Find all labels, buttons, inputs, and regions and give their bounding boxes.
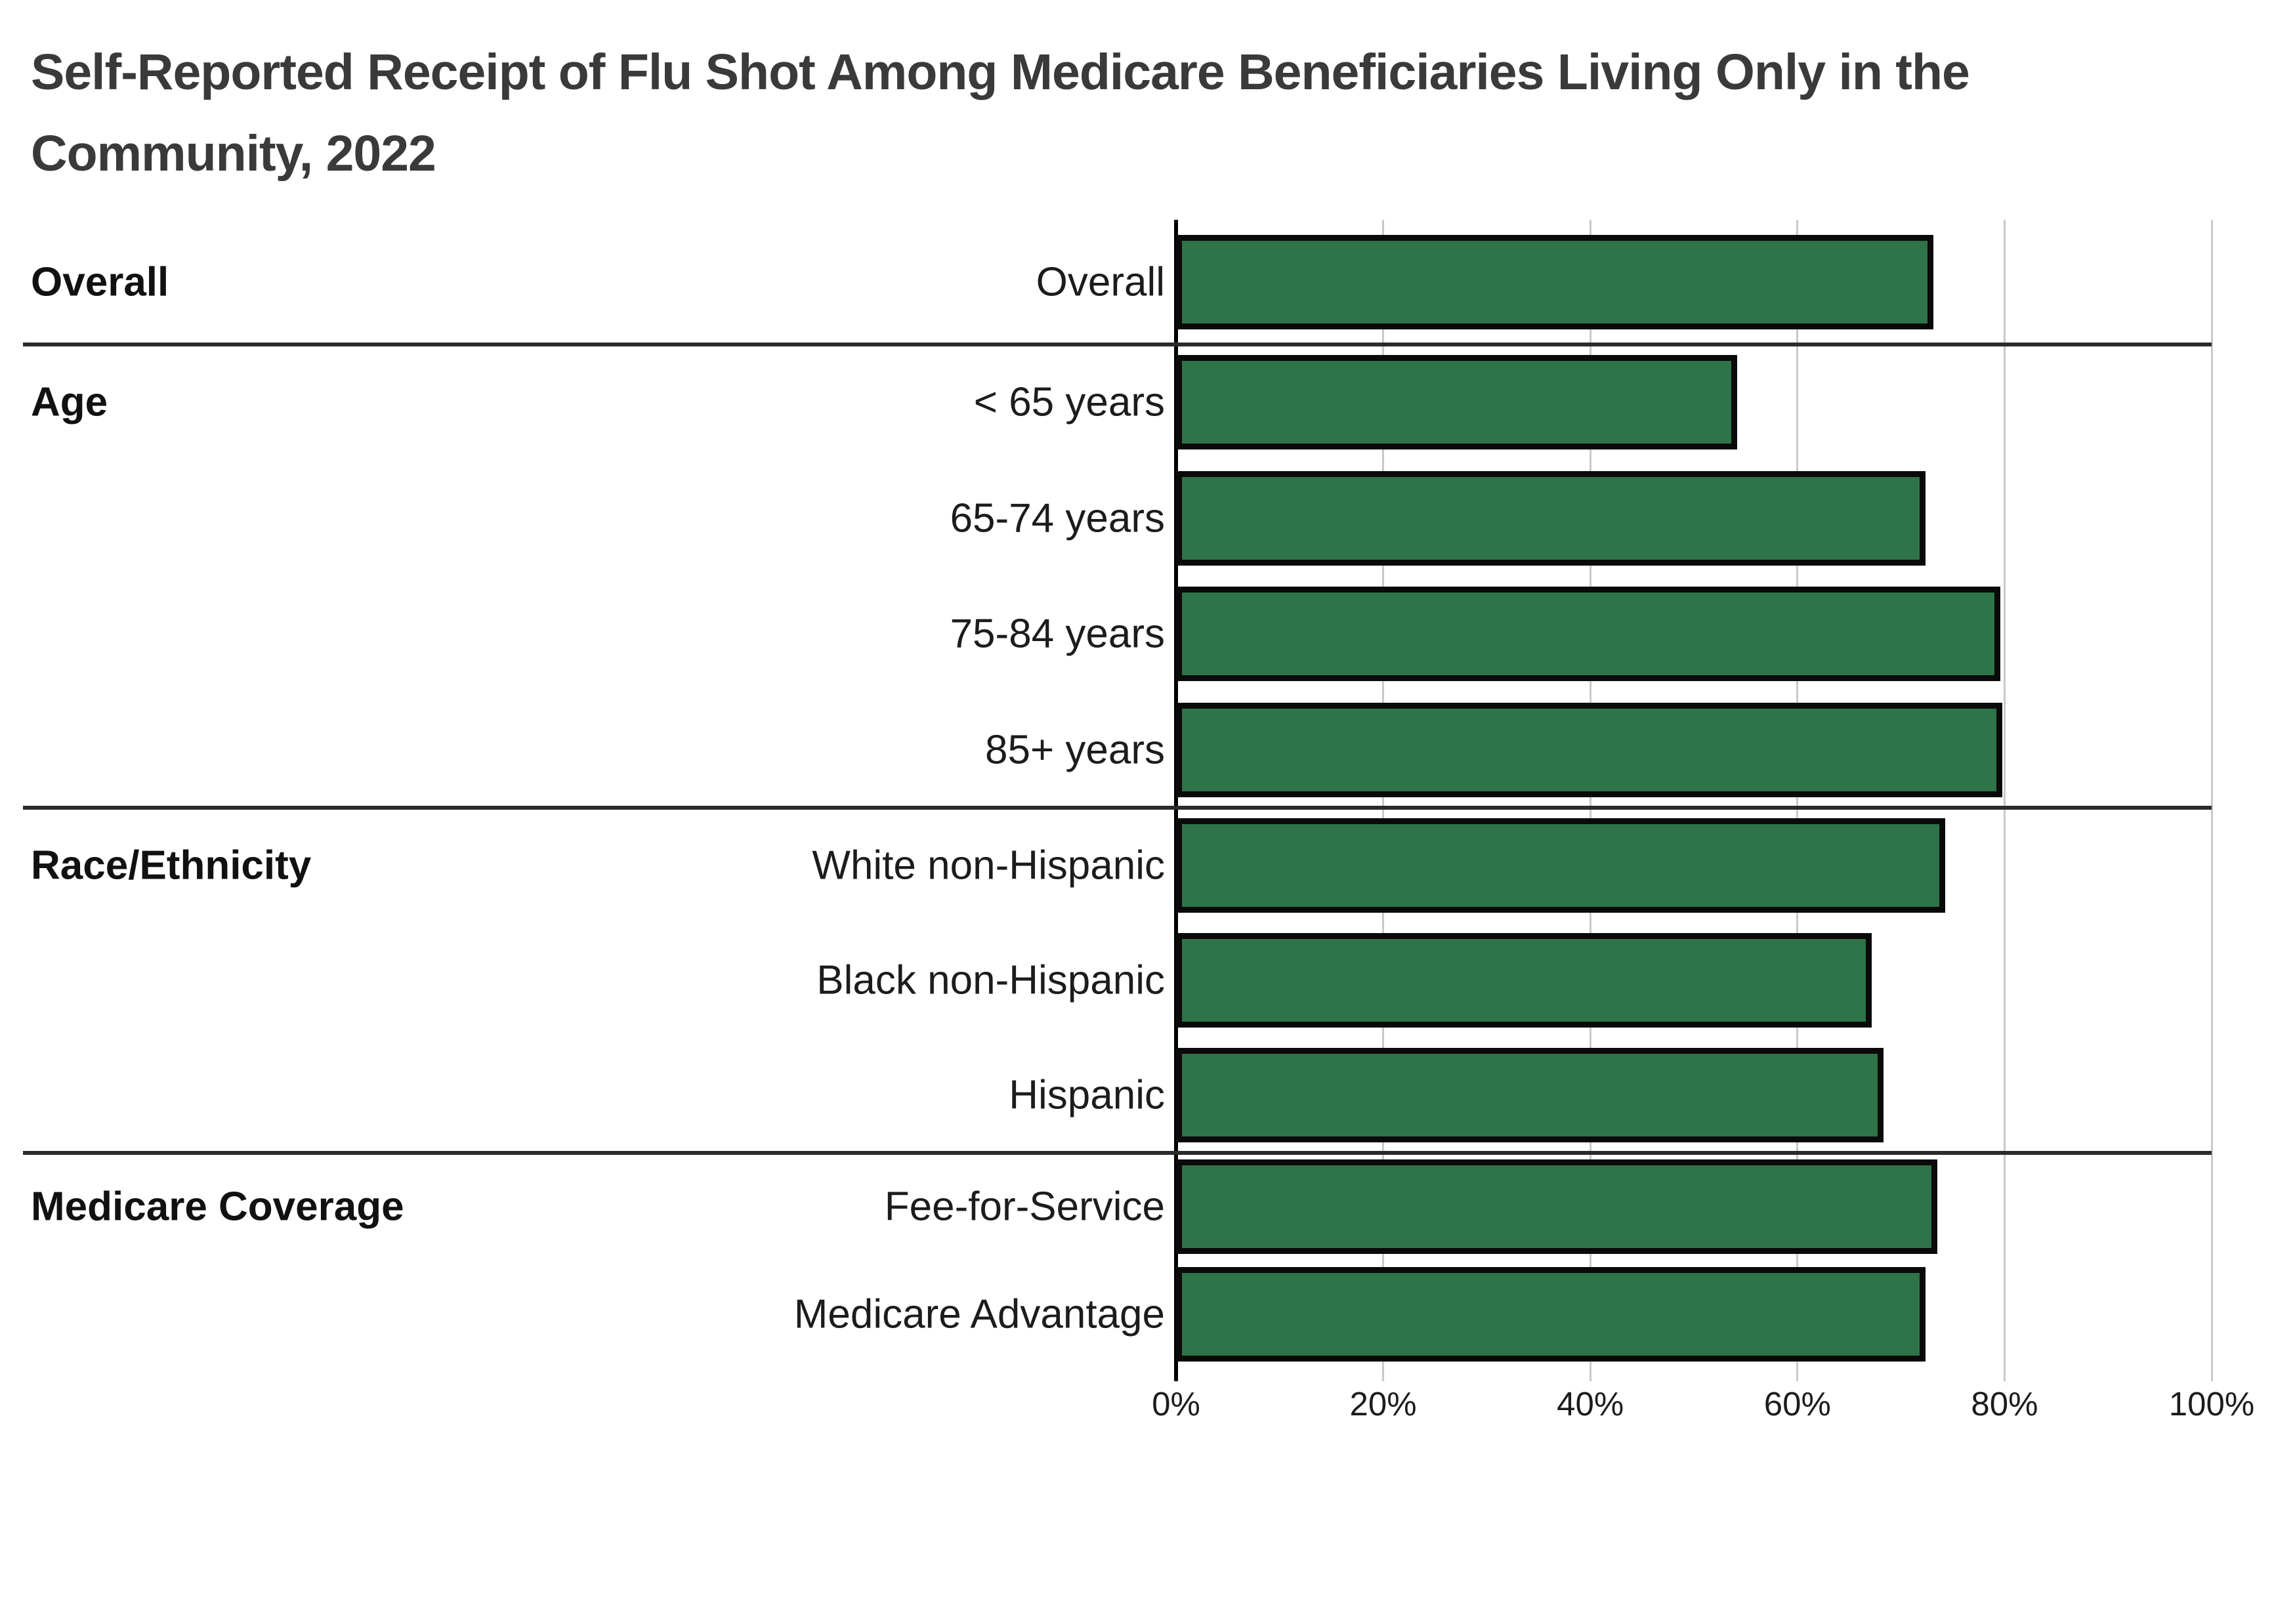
bar-overall (1176, 235, 1933, 329)
chart-title: Self-Reported Receipt of Flu Shot Among … (31, 31, 2256, 194)
axis-tick-label: 20% (1349, 1385, 1417, 1423)
category-label: White non-Hispanic (812, 843, 1165, 888)
chart-title-line2: Community, 2022 (31, 125, 436, 182)
gridline-40 (1589, 220, 1591, 1381)
bar-white-non-hispanic (1176, 818, 1946, 913)
section-label-medicare-coverage: Medicare Coverage (31, 1184, 404, 1230)
bar--65-years (1176, 355, 1738, 450)
section-separator (23, 1151, 2212, 1155)
bar-85-years (1176, 702, 2003, 797)
x-axis-zero-line (1174, 220, 1178, 1381)
bar-65-74-years (1176, 470, 1926, 566)
bar-black-non-hispanic (1176, 933, 1872, 1028)
section-label-age: Age (31, 379, 108, 425)
axis-tick-label: 80% (1971, 1385, 2038, 1423)
category-label: 85+ years (984, 727, 1165, 773)
axis-tick-label: 100% (2168, 1385, 2255, 1423)
category-label: 65-74 years (950, 495, 1165, 541)
gridline-80 (2003, 220, 2006, 1381)
category-label: Medicare Advantage (793, 1291, 1165, 1337)
category-label: Fee-for-Service (884, 1184, 1165, 1230)
category-label: Black non-Hispanic (816, 957, 1165, 1003)
axis-tick-label: 0% (1152, 1385, 1200, 1423)
category-label: Hispanic (1009, 1072, 1165, 1118)
bar-medicare-advantage (1176, 1267, 1926, 1362)
section-separator (23, 343, 2212, 346)
bar-fee-for-service (1176, 1159, 1937, 1254)
bar-75-84-years (1176, 587, 2001, 682)
category-label: 75-84 years (950, 611, 1165, 657)
gridline-20 (1382, 220, 1385, 1381)
section-label-overall: Overall (31, 259, 169, 305)
section-label-race-ethnicity: Race/Ethnicity (31, 843, 312, 888)
chart-title-line1: Self-Reported Receipt of Flu Shot Among … (31, 44, 1970, 100)
bar-hispanic (1176, 1048, 1884, 1143)
gridline-100 (2210, 220, 2213, 1381)
gridline-60 (1796, 220, 1799, 1381)
category-label: < 65 years (973, 379, 1165, 425)
axis-tick-label: 40% (1557, 1385, 1624, 1423)
category-label: Overall (1036, 259, 1165, 305)
axis-tick-label: 60% (1763, 1385, 1831, 1423)
section-separator (23, 806, 2212, 810)
